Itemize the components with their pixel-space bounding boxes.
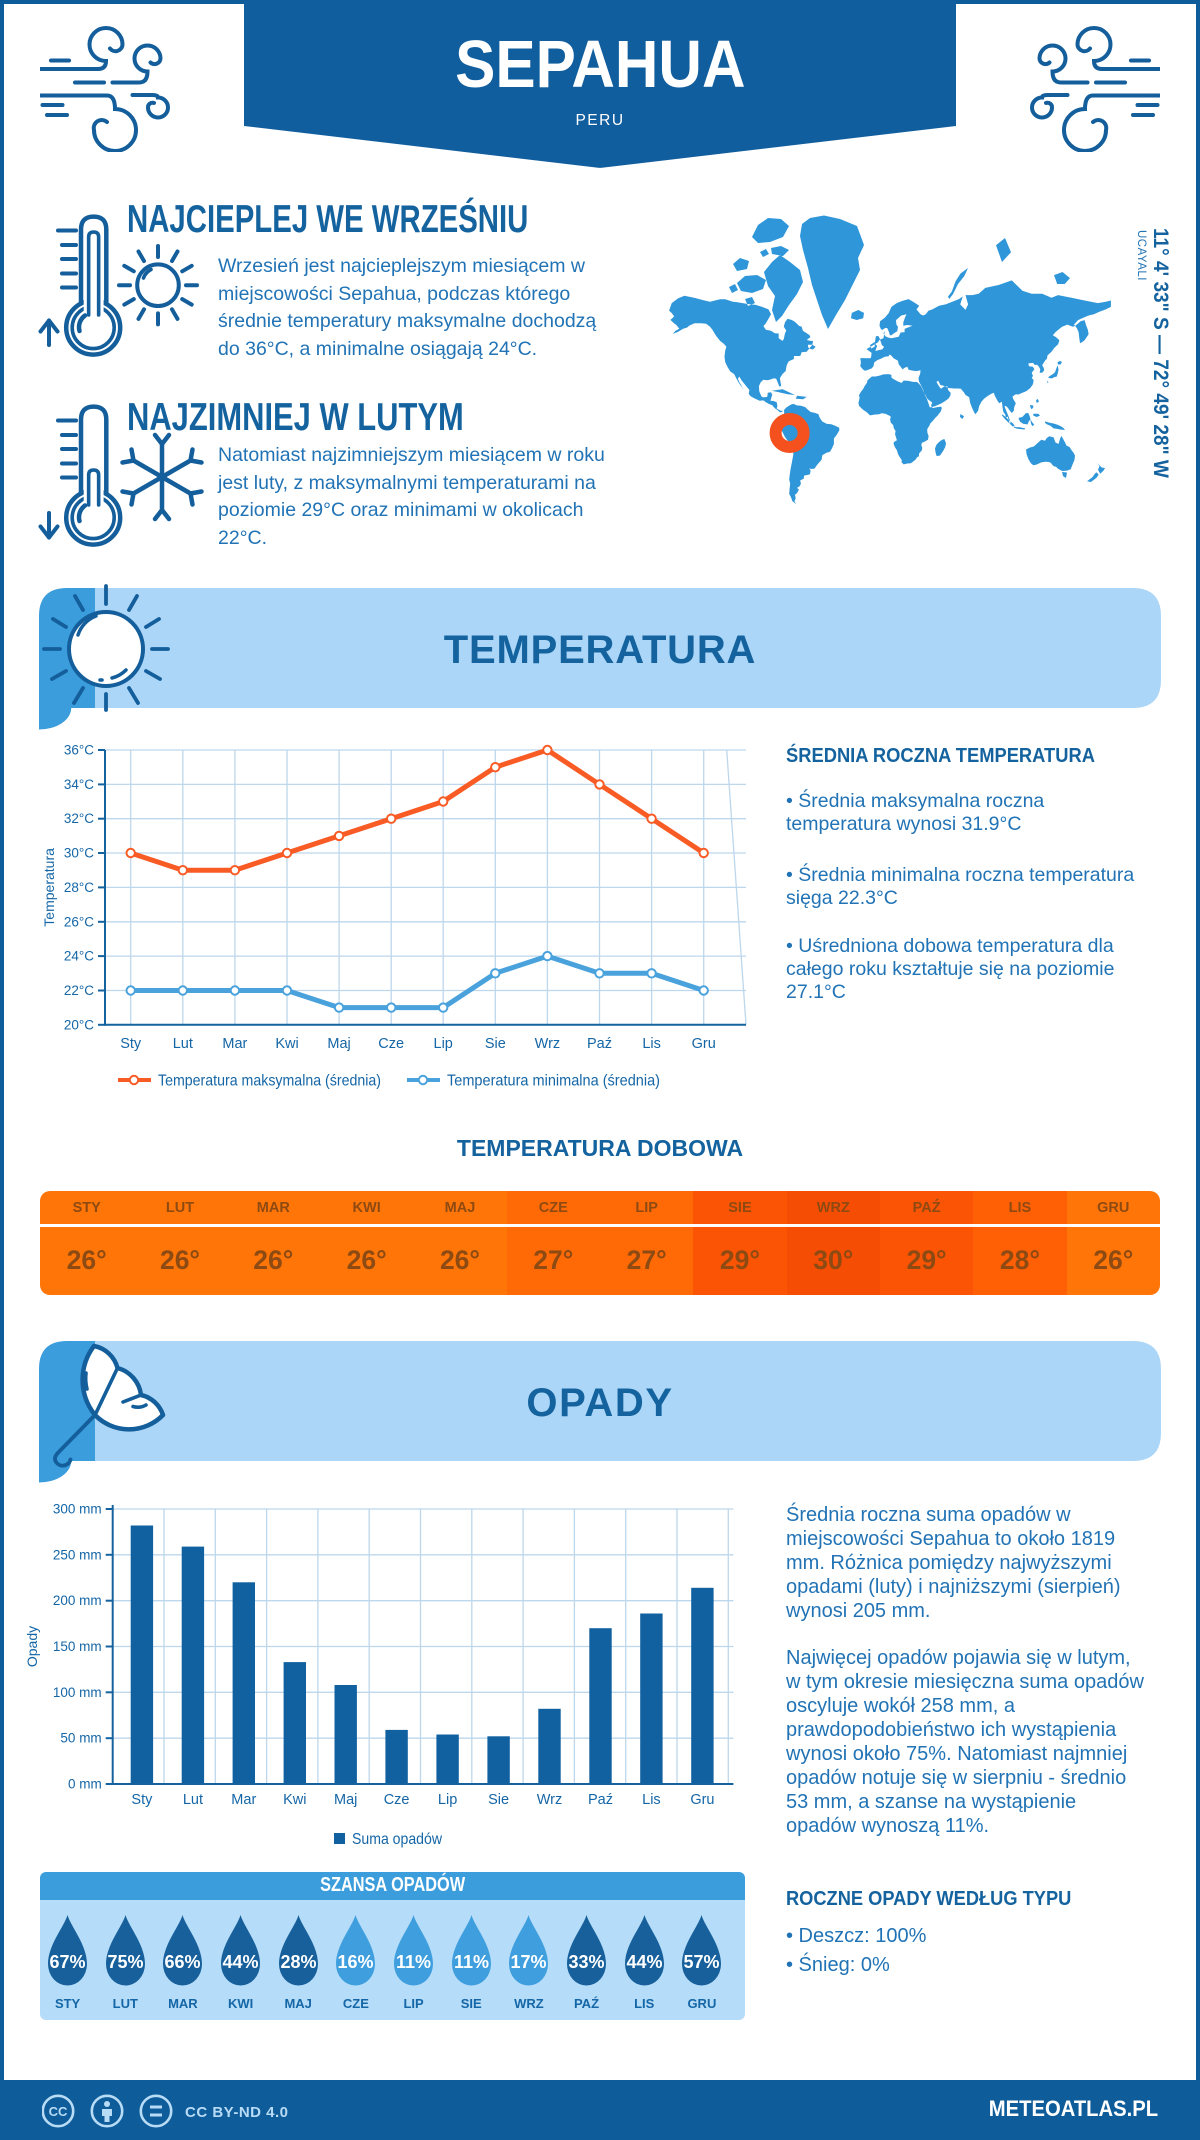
svg-text:Sty: Sty (131, 1792, 153, 1808)
svg-text:28°C: 28°C (64, 880, 94, 895)
svg-text:250 mm: 250 mm (53, 1547, 102, 1562)
svg-text:CC: CC (49, 2104, 68, 2119)
svg-text:24°C: 24°C (64, 949, 94, 964)
svg-text:Suma opadów: Suma opadów (352, 1831, 442, 1848)
svg-text:Mar: Mar (222, 1036, 247, 1052)
svg-text:300 mm: 300 mm (53, 1502, 102, 1517)
svg-text:0 mm: 0 mm (68, 1777, 102, 1792)
svg-text:Sie: Sie (485, 1036, 506, 1052)
svg-text:26°C: 26°C (64, 914, 94, 929)
svg-text:Cze: Cze (378, 1036, 404, 1052)
svg-text:Sty: Sty (120, 1036, 142, 1052)
svg-text:44%: 44% (223, 1952, 259, 1972)
svg-text:Kwi: Kwi (283, 1792, 306, 1808)
svg-text:200 mm: 200 mm (53, 1593, 102, 1608)
svg-text:Lis: Lis (642, 1036, 661, 1052)
svg-text:Temperatura: Temperatura (41, 848, 57, 927)
svg-text:100 mm: 100 mm (53, 1685, 102, 1700)
svg-text:Lut: Lut (183, 1792, 203, 1808)
svg-text:11%: 11% (454, 1952, 489, 1972)
svg-text:Maj: Maj (334, 1792, 357, 1808)
svg-text:Paź: Paź (588, 1792, 613, 1808)
svg-text:Gru: Gru (692, 1036, 716, 1052)
svg-text:34°C: 34°C (64, 777, 94, 792)
svg-text:67%: 67% (50, 1952, 86, 1972)
svg-text:17%: 17% (511, 1952, 547, 1972)
svg-text:75%: 75% (107, 1952, 143, 1972)
svg-text:CC BY-ND 4.0: CC BY-ND 4.0 (185, 2104, 289, 2121)
svg-text:Lut: Lut (173, 1036, 193, 1052)
svg-text:30°C: 30°C (64, 846, 94, 861)
svg-text:57%: 57% (684, 1952, 720, 1972)
svg-text:11%: 11% (396, 1952, 431, 1972)
svg-text:Lis: Lis (642, 1792, 661, 1808)
svg-text:Lip: Lip (438, 1792, 457, 1808)
svg-text:Kwi: Kwi (275, 1036, 298, 1052)
svg-text:66%: 66% (165, 1952, 201, 1972)
svg-text:150 mm: 150 mm (53, 1639, 102, 1654)
svg-text:Maj: Maj (327, 1036, 350, 1052)
svg-text:20°C: 20°C (64, 1017, 94, 1032)
svg-text:Temperatura maksymalna (średni: Temperatura maksymalna (średnia) (158, 1073, 381, 1090)
svg-text:16%: 16% (338, 1952, 374, 1972)
svg-text:Temperatura minimalna (średnia: Temperatura minimalna (średnia) (447, 1073, 660, 1090)
svg-text:22°C: 22°C (64, 983, 94, 998)
svg-text:Wrz: Wrz (537, 1792, 563, 1808)
svg-text:Cze: Cze (384, 1792, 410, 1808)
svg-text:Paź: Paź (587, 1036, 612, 1052)
svg-text:Wrz: Wrz (535, 1036, 561, 1052)
svg-text:36°C: 36°C (64, 743, 94, 758)
svg-text:28%: 28% (280, 1952, 316, 1972)
svg-text:Gru: Gru (690, 1792, 714, 1808)
svg-text:Lip: Lip (434, 1036, 453, 1052)
svg-text:44%: 44% (626, 1952, 662, 1972)
svg-text:Sie: Sie (488, 1792, 509, 1808)
svg-text:Mar: Mar (231, 1792, 256, 1808)
svg-text:32°C: 32°C (64, 811, 94, 826)
svg-text:Opady: Opady (24, 1626, 40, 1667)
svg-text:33%: 33% (568, 1952, 604, 1972)
svg-text:50 mm: 50 mm (60, 1731, 101, 1746)
